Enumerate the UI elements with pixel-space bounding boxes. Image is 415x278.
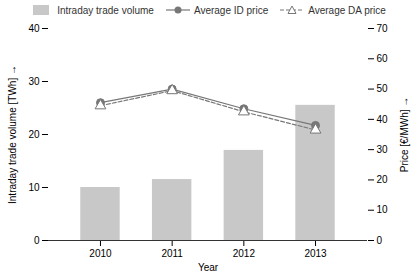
svg-text:2011: 2011 <box>161 248 183 259</box>
svg-text:10: 10 <box>28 182 40 193</box>
svg-text:20: 20 <box>28 129 40 140</box>
svg-text:2013: 2013 <box>304 248 327 259</box>
html-text:Intraday trade volume: Intraday trade volume <box>57 4 154 16</box>
svg-text:0: 0 <box>34 235 40 246</box>
svg-text:20: 20 <box>377 174 389 185</box>
svg-text:Intraday trade volume [TWh] →: Intraday trade volume [TWh] → <box>7 65 18 204</box>
html-text:Average DA price: Average DA price <box>308 4 386 16</box>
svg-text:30: 30 <box>377 144 389 155</box>
svg-text:40: 40 <box>377 114 389 125</box>
html-text:Average ID price: Average ID price <box>193 4 269 16</box>
svg-text:0: 0 <box>377 235 383 246</box>
svg-text:10: 10 <box>377 204 389 215</box>
svg-text:70: 70 <box>377 23 389 34</box>
svg-text:50: 50 <box>377 83 389 94</box>
svg-text:40: 40 <box>28 23 40 34</box>
svg-text:Price [€/MWh] →: Price [€/MWh] → <box>399 97 410 173</box>
svg-text:30: 30 <box>28 76 40 87</box>
svg-text:60: 60 <box>377 53 389 64</box>
svg-text:2012: 2012 <box>233 248 256 259</box>
svg-text:2010: 2010 <box>89 248 112 259</box>
svg-text:Year: Year <box>198 262 219 273</box>
